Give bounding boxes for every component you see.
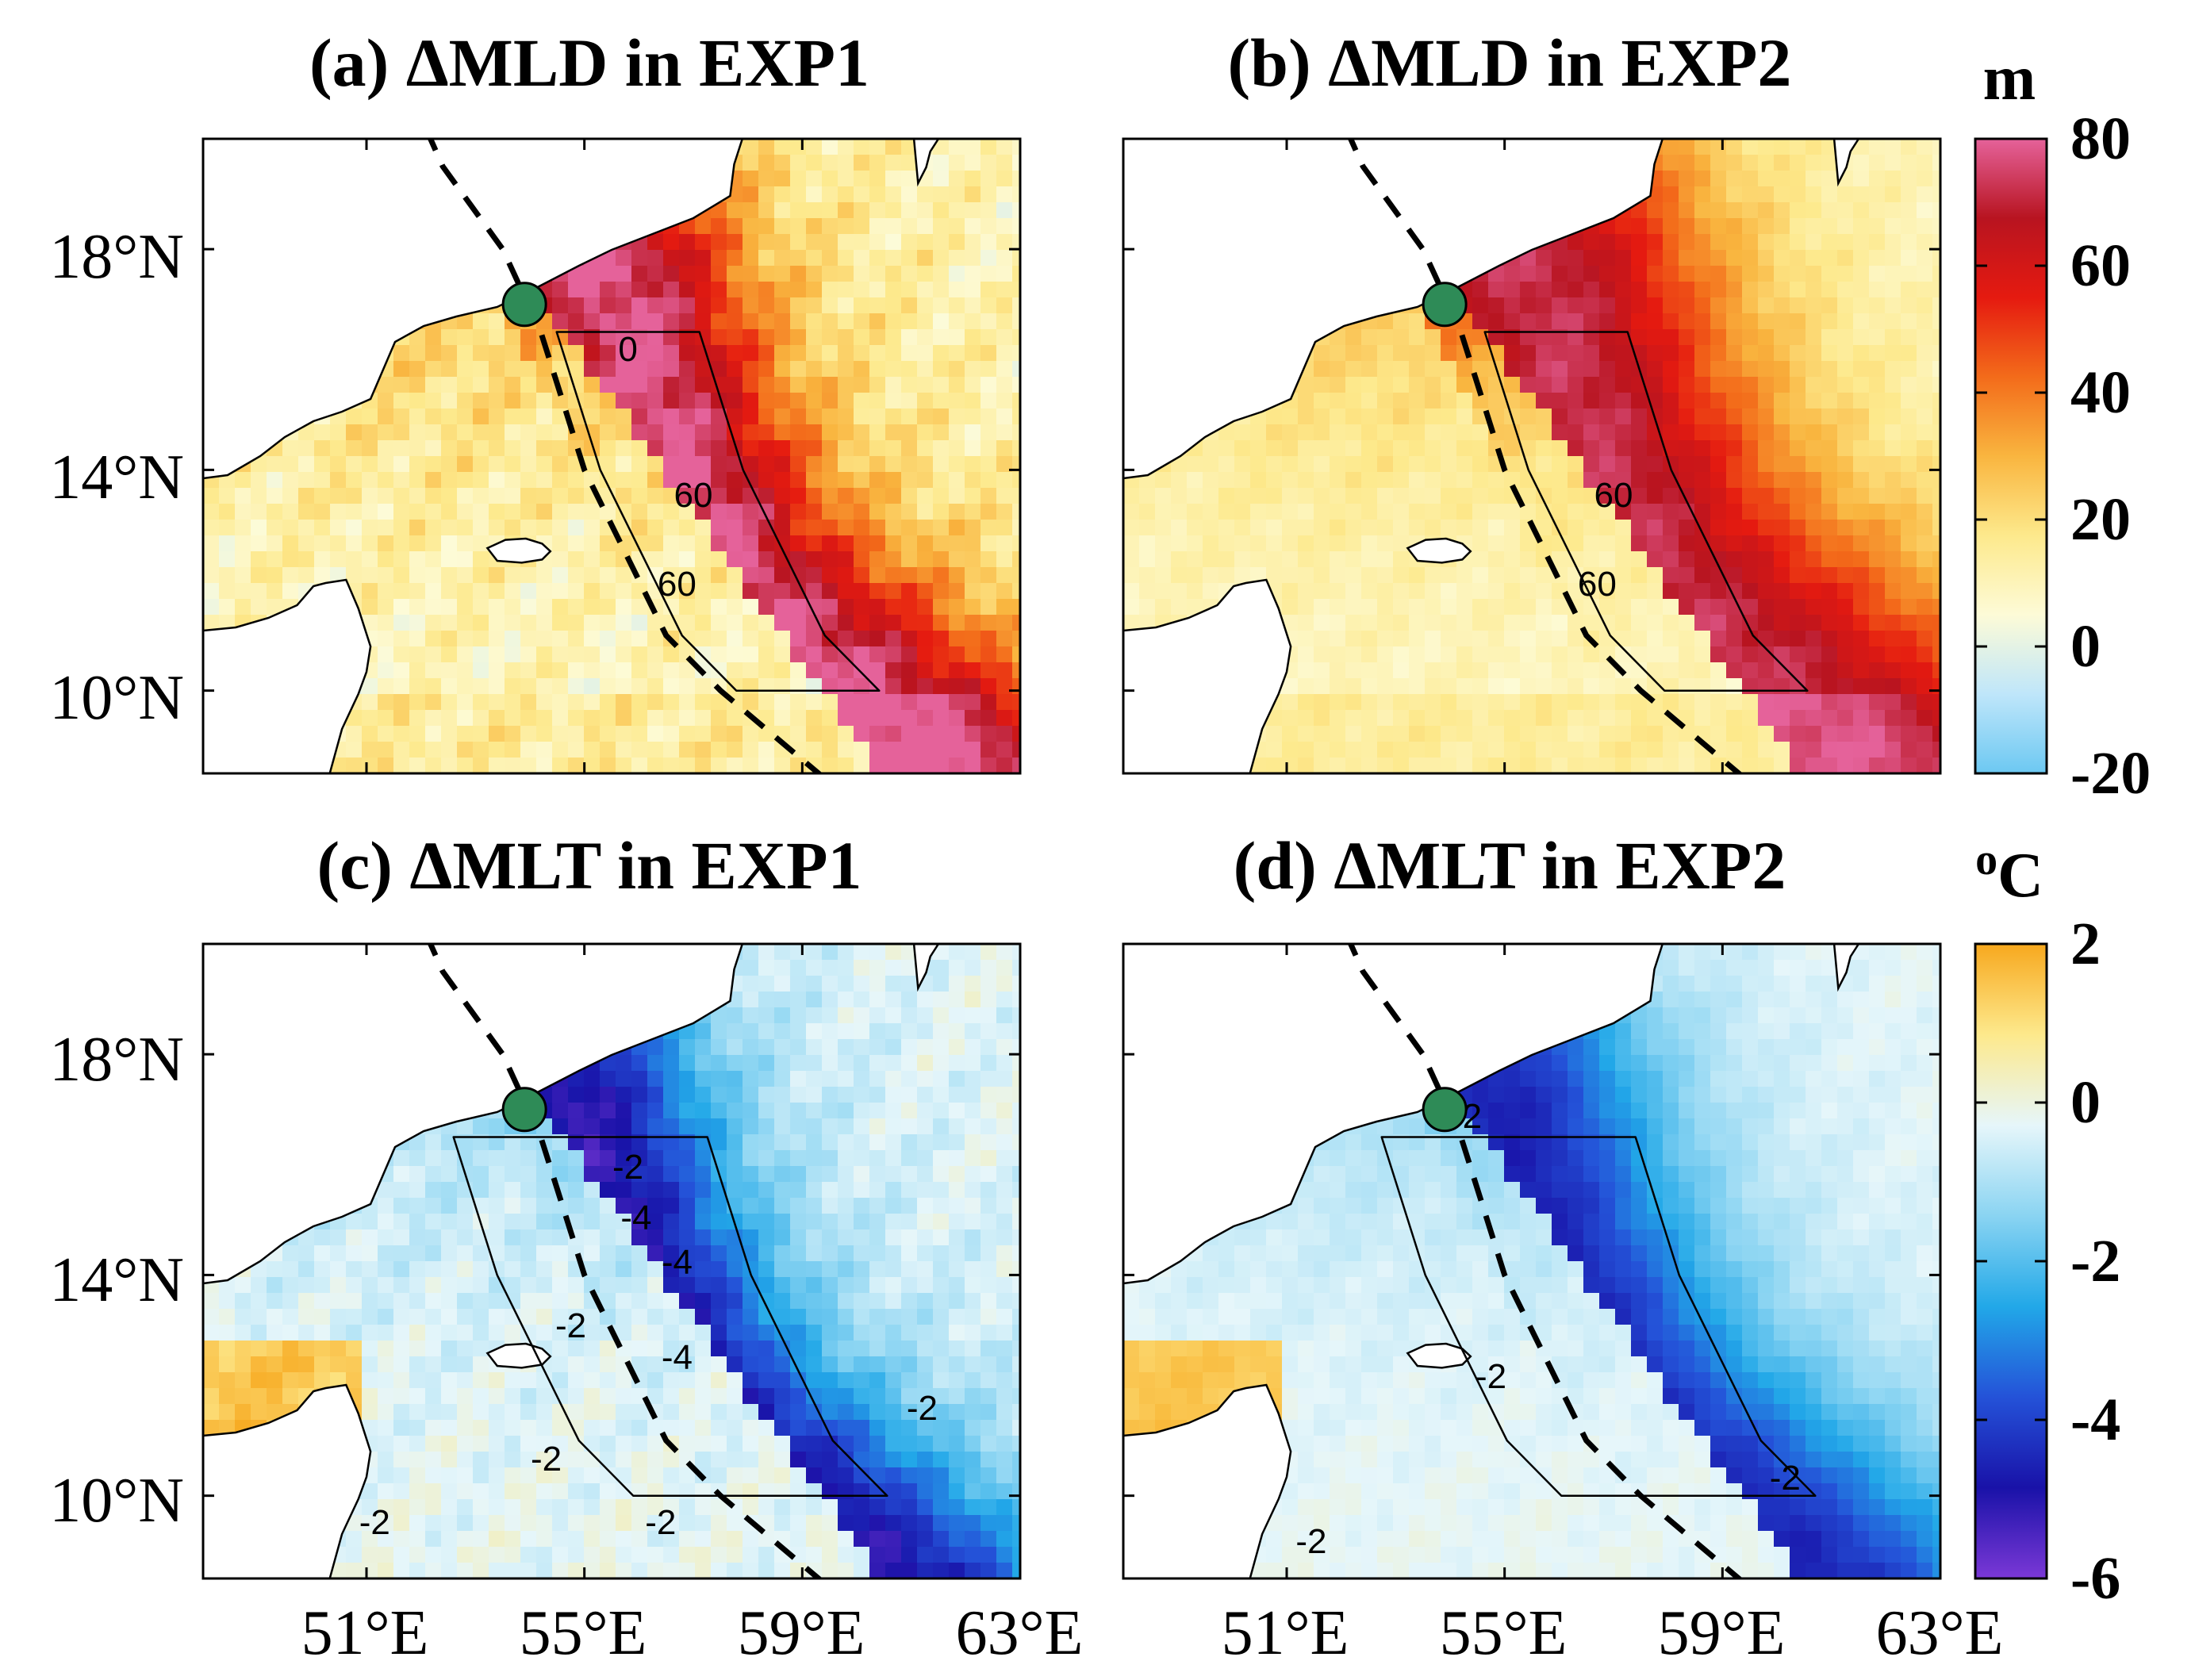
contour-label: -4 [662, 1338, 693, 1377]
y-tick-18n-bottom: 18°N [49, 1025, 184, 1095]
colorbar-mlt-unit: oC [1975, 835, 2043, 911]
panel-a-title: (a) ΔMLD in EXP1 [309, 25, 869, 101]
colorbar-mlt-tick-m2: -2 [2070, 1228, 2120, 1295]
panel-frame [201, 942, 1022, 1580]
colorbar-mld-tick-60: 60 [2070, 232, 2131, 299]
colorbar-mlt-tick-m6: -6 [2070, 1545, 2120, 1612]
contour-label: -2 [531, 1440, 562, 1479]
contour-line [1483, 331, 1809, 692]
land-mass [485, 537, 552, 564]
colorbar-mld-tick-80: 80 [2070, 105, 2131, 172]
y-tick-18n-top: 18°N [49, 222, 184, 292]
colorbar-mld-tick-40: 40 [2070, 359, 2131, 426]
contour-label: -2 [1770, 1459, 1801, 1498]
panel-frame [201, 137, 1022, 775]
colorbar-mlt-tick-2: 2 [2070, 911, 2101, 977]
y-tick-14n-bottom: 14°N [49, 1245, 184, 1315]
land-mass [912, 139, 940, 187]
cyclone-track [1347, 139, 1744, 773]
contour-label: 60 [674, 476, 713, 515]
panel-c-title: (c) ΔMLT in EXP1 [317, 827, 861, 903]
land-mass [203, 578, 372, 773]
y-tick-14n-top: 14°N [49, 443, 184, 512]
contour-label: -2 [1475, 1357, 1506, 1396]
x-tick-55e-d: 55°E [1440, 1598, 1568, 1668]
contour-label: 60 [1578, 565, 1617, 604]
contour-label: -2 [555, 1306, 586, 1345]
land-mass [1123, 578, 1292, 773]
landfall-marker [501, 1087, 547, 1133]
y-tick-10n-top: 10°N [49, 663, 184, 733]
x-tick-63e-c: 63°E [956, 1598, 1084, 1668]
cyclone-track [427, 139, 823, 773]
contour-label: -4 [620, 1199, 651, 1237]
colorbar-mlt-tick-0: 0 [2070, 1069, 2101, 1136]
panel-frame [1122, 942, 1942, 1580]
contour-label: -2 [359, 1503, 390, 1542]
colorbar-mld-unit: m [1983, 44, 2036, 113]
x-tick-59e-d: 59°E [1658, 1598, 1786, 1668]
contour-label: 60 [1594, 476, 1633, 515]
panel-a-map: 60 60 0 [201, 137, 1022, 775]
land-mass [1832, 139, 1860, 187]
cyclone-track [1347, 944, 1744, 1578]
colorbar-mld-tick-0: 0 [2070, 613, 2101, 680]
landfall-marker [1422, 1087, 1468, 1133]
contour-label: -2 [907, 1389, 938, 1428]
landfall-marker [501, 282, 547, 328]
contour-label: -2 [1295, 1522, 1326, 1561]
contour-label: -2 [612, 1148, 643, 1187]
landfall-marker [1422, 282, 1468, 328]
y-tick-10n-bottom: 10°N [49, 1466, 184, 1536]
land-mass [1832, 944, 1860, 992]
land-mass [203, 1383, 372, 1578]
panel-frame [1122, 137, 1942, 775]
panel-b-map: 60 60 [1122, 137, 1942, 775]
colorbar-mld-tick-20: 20 [2070, 486, 2131, 553]
x-tick-63e-d: 63°E [1876, 1598, 2004, 1668]
contour-line [555, 331, 881, 692]
colorbar-mld-tick-m20: -20 [2070, 740, 2151, 807]
panel-d-title: (d) ΔMLT in EXP2 [1234, 827, 1786, 903]
panel-c-map: -2 -2 -2 -2 -2 -2 -4 -4 -4 [201, 942, 1022, 1580]
panel-d-map: -2-2-2-2 [1122, 942, 1942, 1580]
x-tick-55e-c: 55°E [520, 1598, 647, 1668]
contour-label: 0 [618, 330, 637, 369]
land-mass [1406, 537, 1472, 564]
x-tick-51e-d: 51°E [1222, 1598, 1349, 1668]
colorbar-mlt-tick-m4: -4 [2070, 1387, 2120, 1453]
colorbar-mld [1974, 137, 2048, 775]
x-tick-59e-c: 59°E [738, 1598, 865, 1668]
land-mass [912, 944, 940, 992]
x-tick-51e-c: 51°E [301, 1598, 429, 1668]
contour-label: -4 [662, 1243, 693, 1282]
land-mass [1123, 1383, 1292, 1578]
contour-label: 60 [658, 565, 696, 604]
panel-b-title: (b) ΔMLD in EXP2 [1228, 25, 1792, 101]
land-mass [1406, 1342, 1472, 1369]
contour-line [452, 1136, 888, 1497]
contour-label: -2 [645, 1503, 676, 1542]
cyclone-track [427, 944, 823, 1578]
contour-line [1380, 1136, 1817, 1497]
